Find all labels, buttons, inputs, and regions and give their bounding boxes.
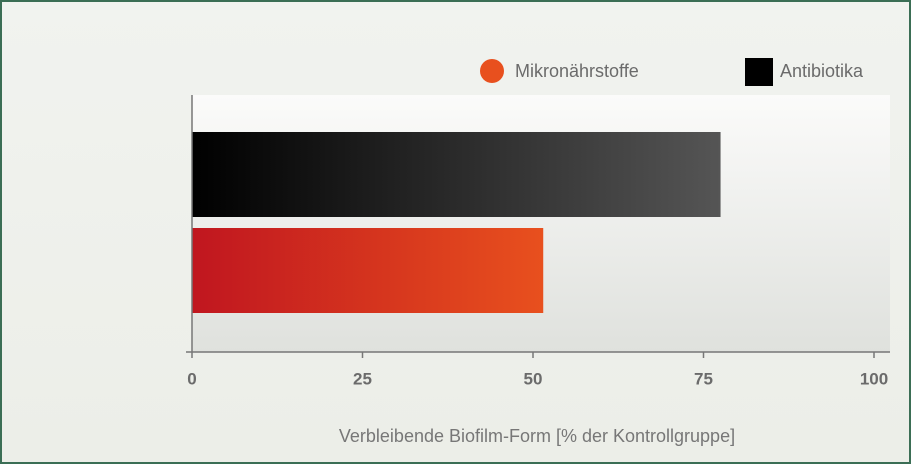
x-tick-label: 0 — [187, 369, 196, 388]
bar — [192, 132, 721, 217]
x-tick-label: 100 — [860, 369, 888, 388]
x-axis-label: Verbleibende Biofilm-Form [% der Kontrol… — [339, 426, 735, 446]
legend-swatch — [480, 59, 504, 83]
x-tick-label: 25 — [353, 369, 372, 388]
bar — [192, 228, 544, 313]
legend-swatch — [745, 58, 773, 86]
legend-label: Mikronährstoffe — [515, 61, 639, 81]
legend-label: Antibiotika — [780, 61, 864, 81]
x-tick-label: 75 — [694, 369, 713, 388]
x-tick-label: 50 — [524, 369, 543, 388]
